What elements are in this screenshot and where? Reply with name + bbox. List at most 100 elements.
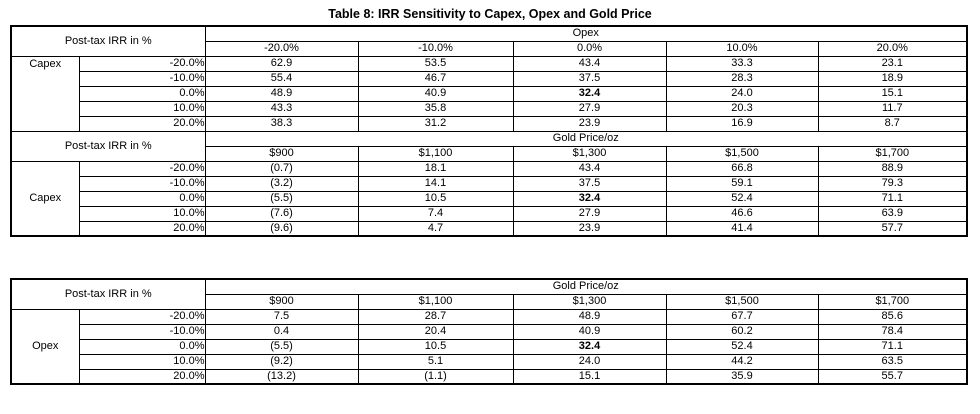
data-cell: 10.5 <box>357 338 514 355</box>
table-section-opex-vs-gold-price: Post-tax IRR in % Gold Price/oz $900 $1,100… <box>10 278 968 385</box>
data-cell: 79.3 <box>817 175 968 192</box>
data-cell: 88.9 <box>817 160 968 177</box>
data-cell: 28.7 <box>357 308 514 325</box>
data-cell: 8.7 <box>817 115 968 132</box>
column-header: $1,100 <box>357 145 514 162</box>
row-label: 0.0% <box>78 338 206 355</box>
data-cell: 5.1 <box>357 353 514 370</box>
data-cell: 32.4 <box>512 190 667 207</box>
data-cell: 23.9 <box>512 115 667 132</box>
data-cell: 46.7 <box>357 70 514 87</box>
row-label: 20.0% <box>78 220 206 237</box>
axis-label: Opex <box>10 308 80 385</box>
data-cell: 63.9 <box>817 205 968 222</box>
sensitivity-table-opex: Post-tax IRR in % Gold Price/oz $900 $1,100… <box>10 278 969 385</box>
table-section-capex-vs-opex: Post-tax IRR in % Opex -20.0% -10.0% 0.0% 10.… <box>10 25 968 132</box>
data-cell: (9.2) <box>204 353 359 370</box>
data-cell: 46.6 <box>665 205 819 222</box>
data-cell: 7.4 <box>357 205 514 222</box>
data-cell: 14.1 <box>357 175 514 192</box>
data-cell: 57.7 <box>817 220 968 237</box>
data-cell: 43.4 <box>512 160 667 177</box>
data-cell: 7.5 <box>204 308 359 325</box>
sensitivity-table-capex: Post-tax IRR in % Opex -20.0% -10.0% 0.0% 10.… <box>10 25 969 237</box>
data-cell: 53.5 <box>357 55 514 72</box>
corner-label: Post-tax IRR in % <box>10 25 206 57</box>
group-header: Opex <box>204 25 968 42</box>
corner-label: Post-tax IRR in % <box>10 278 206 310</box>
data-cell: 41.4 <box>665 220 819 237</box>
row-label: 10.0% <box>78 205 206 222</box>
data-cell: 48.9 <box>204 85 359 102</box>
data-cell: 4.7 <box>357 220 514 237</box>
group-header: Gold Price/oz <box>204 278 968 295</box>
row-label: 10.0% <box>78 353 206 370</box>
data-cell: 0.4 <box>204 323 359 340</box>
data-cell: 24.0 <box>512 353 667 370</box>
data-cell: 55.7 <box>817 368 968 385</box>
column-header: $1,300 <box>512 293 667 310</box>
column-header: $1,100 <box>357 293 514 310</box>
row-label: -10.0% <box>78 175 206 192</box>
data-cell: 44.2 <box>665 353 819 370</box>
row-label: -20.0% <box>78 308 206 325</box>
row-label: -20.0% <box>78 55 206 72</box>
data-cell: 52.4 <box>665 190 819 207</box>
data-cell: 18.1 <box>357 160 514 177</box>
column-header: $1,300 <box>512 145 667 162</box>
column-header: $900 <box>204 145 359 162</box>
column-header: $1,700 <box>817 293 968 310</box>
data-cell: 52.4 <box>665 338 819 355</box>
column-header: 20.0% <box>817 40 968 57</box>
data-cell: 71.1 <box>817 338 968 355</box>
data-cell: (13.2) <box>204 368 359 385</box>
data-cell: 48.9 <box>512 308 667 325</box>
column-header: $900 <box>204 293 359 310</box>
data-cell: 32.4 <box>512 85 667 102</box>
data-cell: (5.5) <box>204 190 359 207</box>
data-cell: 23.9 <box>512 220 667 237</box>
data-cell: 71.1 <box>817 190 968 207</box>
row-label: -10.0% <box>78 70 206 87</box>
column-header: $1,500 <box>665 145 819 162</box>
data-cell: 24.0 <box>665 85 819 102</box>
row-label: 0.0% <box>78 190 206 207</box>
row-label: -20.0% <box>78 160 206 177</box>
data-cell: 62.9 <box>204 55 359 72</box>
corner-label: Post-tax IRR in % <box>10 130 206 162</box>
data-cell: 32.4 <box>512 338 667 355</box>
data-cell: 16.9 <box>665 115 819 132</box>
data-cell: 18.9 <box>817 70 968 87</box>
axis-label: Capex <box>10 55 80 132</box>
row-label: 20.0% <box>78 368 206 385</box>
column-header: $1,500 <box>665 293 819 310</box>
axis-label: Capex <box>10 160 80 237</box>
data-cell: (7.6) <box>204 205 359 222</box>
data-cell: 10.5 <box>357 190 514 207</box>
data-cell: 40.9 <box>357 85 514 102</box>
data-cell: 11.7 <box>817 100 968 117</box>
row-label: 10.0% <box>78 100 206 117</box>
row-label: 20.0% <box>78 115 206 132</box>
column-header: -10.0% <box>357 40 514 57</box>
table-section-capex-vs-gold-price: Post-tax IRR in % Gold Price/oz $900 $1,100… <box>10 130 968 237</box>
data-cell: 40.9 <box>512 323 667 340</box>
data-cell: 20.4 <box>357 323 514 340</box>
data-cell: 85.6 <box>817 308 968 325</box>
data-cell: (5.5) <box>204 338 359 355</box>
data-cell: (0.7) <box>204 160 359 177</box>
data-cell: 66.8 <box>665 160 819 177</box>
data-cell: 23.1 <box>817 55 968 72</box>
data-cell: 55.4 <box>204 70 359 87</box>
column-header: 0.0% <box>512 40 667 57</box>
data-cell: 37.5 <box>512 70 667 87</box>
data-cell: 59.1 <box>665 175 819 192</box>
table-title: Table 8: IRR Sensitivity to Capex, Opex … <box>328 7 652 21</box>
data-cell: 31.2 <box>357 115 514 132</box>
data-cell: (3.2) <box>204 175 359 192</box>
row-label: 0.0% <box>78 85 206 102</box>
data-cell: 20.3 <box>665 100 819 117</box>
data-cell: 60.2 <box>665 323 819 340</box>
data-cell: 63.5 <box>817 353 968 370</box>
